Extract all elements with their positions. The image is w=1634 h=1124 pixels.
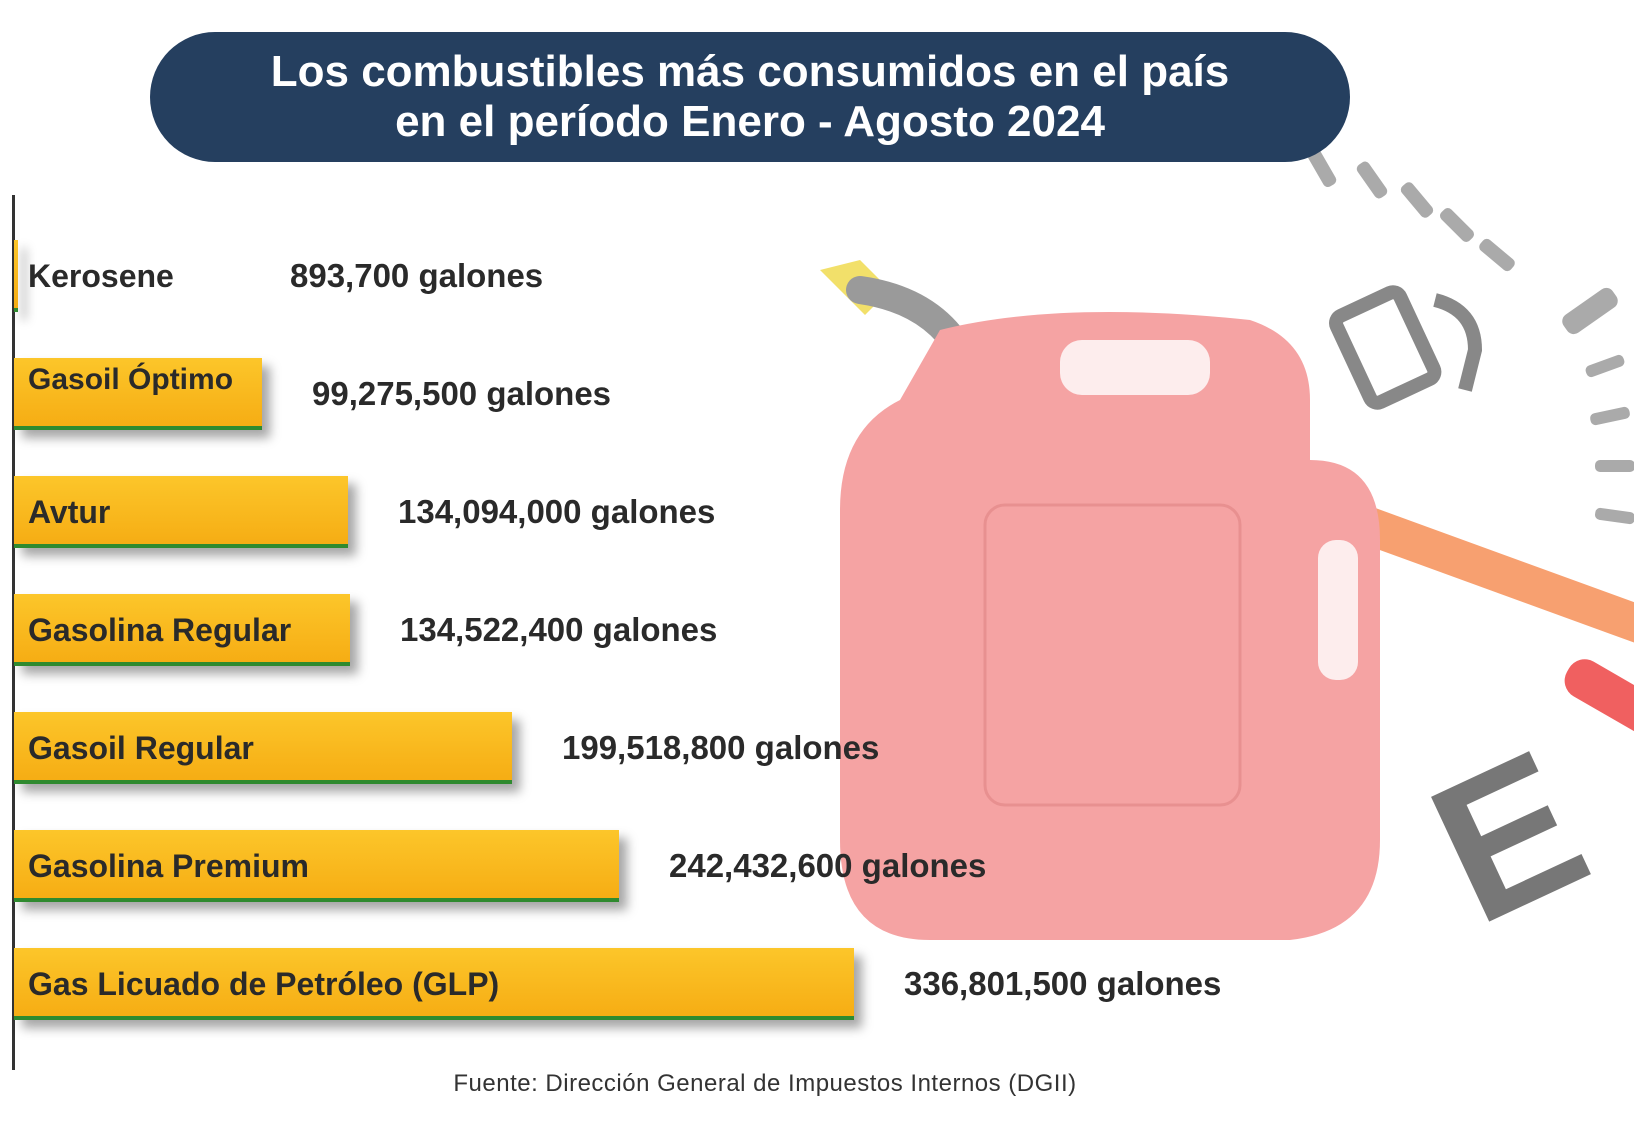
value-label: 199,518,800 galones (562, 729, 880, 766)
category-label: Avtur (28, 494, 111, 530)
bar (14, 240, 18, 312)
category-label: Gasoil Regular (28, 730, 254, 766)
value-label: 242,432,600 galones (669, 847, 987, 884)
value-label: 336,801,500 galones (904, 965, 1222, 1002)
category-label: Gasolina Premium (28, 848, 309, 884)
bar (14, 830, 619, 902)
value-label: 893,700 galones (290, 257, 544, 294)
bar (14, 712, 512, 784)
title-banner: Los combustibles más consumidos en el pa… (150, 32, 1350, 162)
value-label: 134,522,400 galones (400, 611, 718, 648)
bar (14, 476, 348, 548)
chart-title-line-1: Los combustibles más consumidos en el pa… (270, 47, 1230, 96)
category-label: Gasoil Óptimo (28, 363, 234, 396)
value-label: 99,275,500 galones (312, 375, 612, 412)
chart-title-line-2: en el período Enero - Agosto 2024 (395, 97, 1105, 146)
fuel-pump-icon (1329, 285, 1483, 410)
category-label: Gasolina Regular (28, 612, 292, 648)
category-label: Kerosene (28, 258, 174, 294)
gauge-ticks (1307, 149, 1634, 525)
bar (14, 948, 854, 1020)
source-note: Fuente: Dirección General de Impuestos I… (453, 1070, 1077, 1097)
category-label: Gas Licuado de Petróleo (GLP) (28, 966, 500, 1002)
y-axis-line (12, 195, 15, 1070)
bar (14, 594, 350, 666)
value-label: 134,094,000 galones (398, 493, 716, 530)
bar (14, 358, 262, 430)
gas-can-illustration (820, 260, 1380, 940)
